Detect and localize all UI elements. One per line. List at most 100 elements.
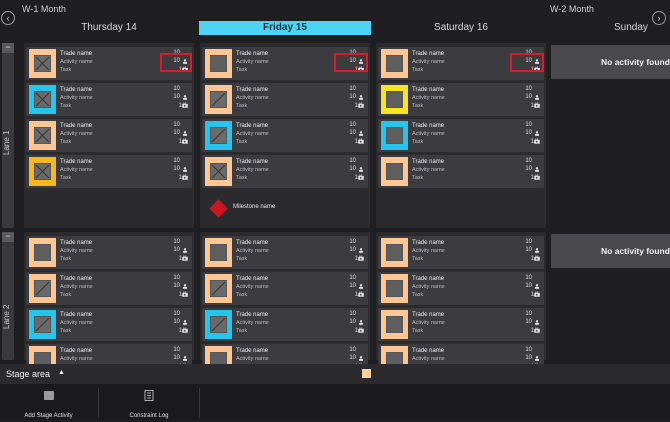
camera-icon[interactable] — [358, 356, 364, 369]
camera-count: 10 — [349, 166, 356, 172]
stage-area-bar[interactable]: Stage area ▲ — [0, 364, 670, 384]
trade-name: Trade name — [236, 123, 269, 129]
task-ratio: 1/1 — [530, 328, 539, 334]
activity-name: Activity name — [236, 131, 269, 137]
camera-icon[interactable] — [534, 131, 540, 144]
people-count: 10 — [349, 347, 356, 353]
camera-icon[interactable] — [358, 167, 364, 180]
trade-color-swatch — [29, 49, 56, 78]
trade-color-swatch — [381, 49, 408, 78]
person-icon — [358, 123, 364, 136]
task-ratio: 1/1 — [354, 103, 363, 109]
constraint-log-button[interactable]: Constraint Log — [99, 384, 199, 420]
stage-area-toggle-icon[interactable]: ▲ — [58, 369, 65, 376]
stage-activity-marker[interactable] — [362, 369, 371, 378]
task-name: Task — [236, 139, 248, 145]
activity-name: Activity name — [60, 59, 93, 65]
day-header-saturday[interactable]: Saturday 16 — [434, 22, 488, 33]
task-ratio: 1/1 — [530, 103, 539, 109]
camera-icon[interactable] — [358, 131, 364, 144]
camera-icon[interactable] — [182, 320, 188, 333]
trade-name: Trade name — [60, 348, 93, 354]
camera-icon[interactable] — [534, 356, 540, 369]
person-icon — [358, 51, 364, 64]
task-name: Task — [412, 292, 424, 298]
activity-name: Activity name — [236, 320, 269, 326]
camera-icon[interactable] — [182, 167, 188, 180]
lane-1-collapse-button[interactable]: − — [2, 43, 14, 53]
person-icon — [182, 312, 188, 325]
constraint-log-label: Constraint Log — [129, 413, 169, 419]
activity-name: Activity name — [412, 320, 445, 326]
trade-name: Trade name — [60, 51, 93, 57]
person-icon — [534, 123, 540, 136]
add-stage-activity-label: Add Stage Activity — [24, 413, 73, 419]
camera-icon[interactable] — [358, 284, 364, 297]
camera-icon[interactable] — [358, 95, 364, 108]
camera-icon[interactable] — [358, 248, 364, 261]
trade-color-swatch — [29, 310, 56, 339]
task-ratio: 1/1 — [530, 292, 539, 298]
milestone-card[interactable]: Milestone name — [203, 197, 369, 225]
camera-count: 10 — [349, 58, 356, 64]
camera-icon[interactable] — [534, 284, 540, 297]
people-count: 10 — [525, 347, 532, 353]
person-icon — [358, 159, 364, 172]
day-header-sunday[interactable]: Sunday — [614, 22, 648, 33]
camera-count: 10 — [173, 58, 180, 64]
next-week-button[interactable]: › — [652, 11, 666, 25]
people-count: 10 — [173, 347, 180, 353]
prev-week-button[interactable]: ‹ — [1, 11, 15, 25]
person-icon — [182, 51, 188, 64]
task-name: Task — [60, 67, 72, 73]
add-stage-activity-button[interactable]: Add Stage Activity — [0, 384, 97, 420]
camera-icon[interactable] — [534, 248, 540, 261]
activity-name: Activity name — [236, 284, 269, 290]
camera-count: 10 — [349, 94, 356, 100]
camera-icon[interactable] — [182, 356, 188, 369]
people-count: 10 — [525, 122, 532, 128]
activity-name: Activity name — [236, 59, 269, 65]
trade-color-swatch — [381, 157, 408, 186]
activity-name: Activity name — [412, 167, 445, 173]
lane-2-collapse-button[interactable]: − — [2, 232, 14, 242]
camera-count: 10 — [349, 355, 356, 361]
people-count: 10 — [525, 239, 532, 245]
camera-icon[interactable] — [534, 167, 540, 180]
people-count: 10 — [349, 158, 356, 164]
camera-icon[interactable] — [534, 320, 540, 333]
camera-icon[interactable] — [182, 248, 188, 261]
day-header-thursday[interactable]: Thursday 14 — [81, 22, 137, 33]
camera-icon[interactable] — [182, 95, 188, 108]
camera-icon[interactable] — [358, 320, 364, 333]
camera-icon[interactable] — [182, 284, 188, 297]
highlight-saturday-camera — [510, 53, 544, 72]
day-header-friday[interactable]: Friday 15 — [199, 21, 371, 35]
task-name: Task — [60, 256, 72, 262]
camera-icon[interactable] — [182, 131, 188, 144]
highlight-thursday-camera — [160, 53, 192, 72]
person-icon — [182, 87, 188, 100]
camera-icon[interactable] — [534, 95, 540, 108]
